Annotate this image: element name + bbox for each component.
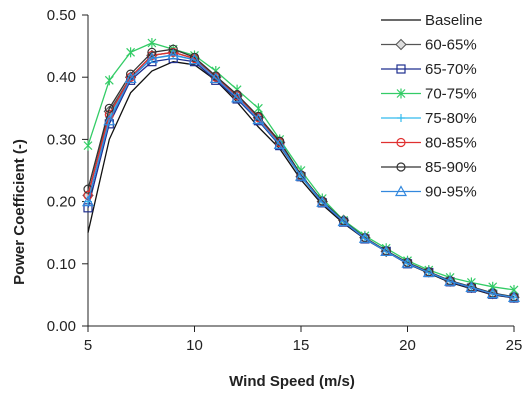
data-point	[168, 44, 178, 54]
x-tick-label: 20	[399, 337, 416, 354]
legend-label: 60-65%	[425, 37, 477, 54]
data-point	[231, 91, 244, 103]
x-tick-label: 15	[293, 337, 310, 354]
legend-label: 70-75%	[425, 86, 477, 103]
x-tick-label: 25	[506, 337, 523, 354]
data-point	[253, 103, 263, 114]
data-point	[401, 256, 414, 268]
legend-swatch-marker	[396, 162, 406, 172]
data-point	[358, 232, 371, 243]
data-point	[422, 266, 435, 278]
data-point	[126, 47, 136, 58]
legend-swatch-marker	[396, 137, 406, 148]
x-axis-title: Wind Speed (m/s)	[229, 373, 355, 390]
legend-item: Baseline	[381, 12, 483, 29]
legend-swatch-marker	[397, 114, 405, 122]
legend-item: 70-75%	[381, 86, 477, 103]
y-axis-title: Power Coefficient (-)	[11, 139, 28, 285]
legend-label: 75-80%	[425, 110, 477, 127]
data-point	[147, 50, 157, 61]
legend-label: 80-85%	[425, 135, 477, 152]
legend-item: 90-95%	[381, 184, 477, 201]
data-point	[83, 140, 93, 151]
series-90-95-	[81, 48, 521, 302]
data-point	[104, 103, 114, 113]
data-point	[145, 52, 158, 64]
data-point	[444, 274, 457, 286]
data-point	[189, 52, 200, 62]
legend-swatch-marker	[394, 185, 408, 197]
data-point	[103, 114, 116, 126]
data-point	[294, 169, 308, 181]
data-point	[168, 47, 178, 57]
data-point	[147, 37, 157, 48]
legend-label: 90-95%	[425, 184, 477, 201]
y-tick-label: 0.20	[47, 194, 76, 211]
y-tick-label: 0.30	[47, 131, 76, 148]
series-line	[87, 54, 515, 299]
data-point	[337, 215, 350, 227]
chart-axes: 0.00 0.10 0.20 0.30 0.40 0.50 5 10 15 20 25	[47, 7, 523, 354]
data-point	[167, 48, 180, 60]
legend-label: 65-70%	[425, 61, 477, 78]
data-point	[104, 75, 114, 86]
data-point	[124, 72, 137, 84]
legend-item: 60-65%	[381, 37, 477, 54]
data-point	[507, 291, 521, 302]
data-point	[252, 113, 265, 125]
data-point	[188, 53, 201, 65]
y-tick-label: 0.50	[47, 7, 76, 24]
legend-item: 85-90%	[381, 159, 477, 176]
legend-swatch-marker	[395, 38, 407, 51]
data-point	[316, 195, 329, 207]
x-tick-label: 5	[84, 337, 92, 354]
data-point	[211, 71, 221, 81]
legend-label: Baseline	[425, 12, 483, 29]
legend-item: 75-80%	[381, 110, 477, 127]
data-point	[147, 47, 157, 57]
series-layer	[81, 37, 521, 304]
legend-label: 85-90%	[425, 159, 477, 176]
data-point	[83, 184, 93, 194]
data-point	[273, 138, 286, 149]
data-point	[465, 281, 478, 293]
chart-legend: Baseline 60-65% 65-70% 70-75% 75-80% 80-85% 85…	[381, 12, 483, 201]
data-point	[380, 245, 393, 256]
legend-item: 80-85%	[381, 135, 477, 152]
legend-swatch-marker	[396, 64, 406, 74]
data-point	[486, 287, 499, 299]
data-point	[209, 72, 222, 84]
y-tick-label: 0.00	[47, 318, 76, 335]
legend-item: 65-70%	[381, 61, 477, 78]
data-point	[81, 195, 95, 207]
y-tick-label: 0.10	[47, 256, 76, 273]
legend-swatch-marker	[396, 88, 406, 99]
y-tick-label: 0.40	[47, 69, 76, 86]
x-tick-label: 10	[186, 337, 203, 354]
